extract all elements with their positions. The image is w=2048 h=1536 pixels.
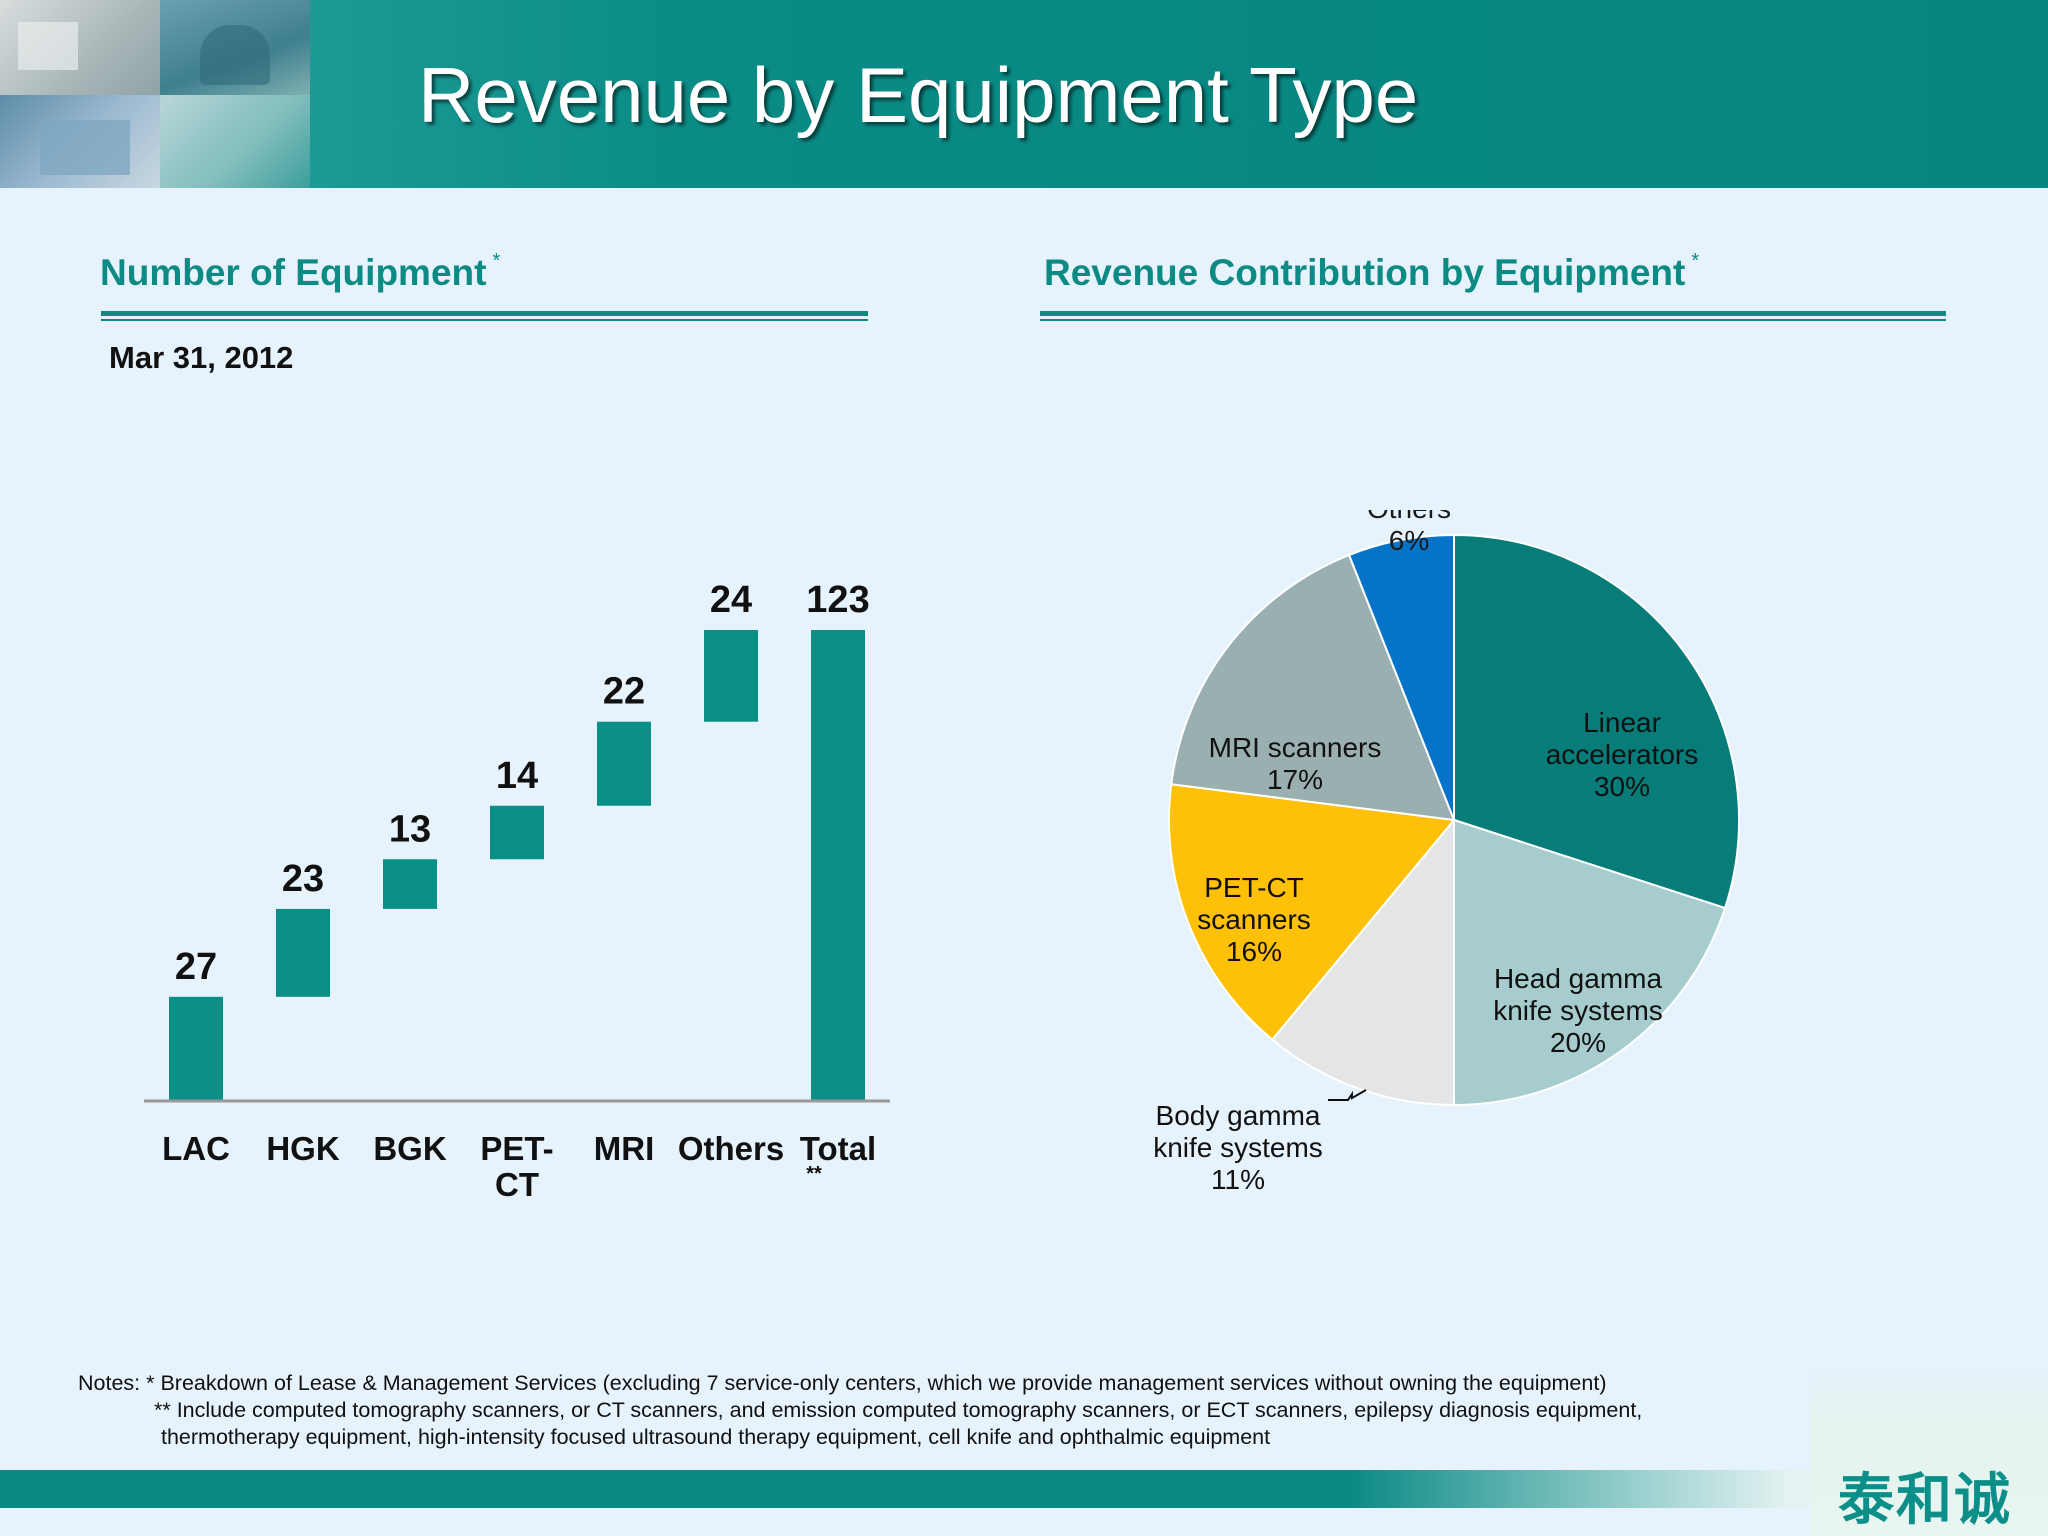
pie-label-line: Others bbox=[1367, 510, 1451, 524]
pie-label-line: 30% bbox=[1594, 771, 1650, 802]
bar-total bbox=[811, 630, 865, 1100]
pie-label-line: Head gamma bbox=[1494, 963, 1663, 994]
pie-label-line: scanners bbox=[1197, 904, 1311, 935]
category-label: CT bbox=[495, 1166, 539, 1203]
category-label: BGK bbox=[373, 1130, 447, 1167]
bar-value-label: 123 bbox=[806, 579, 869, 621]
revenue-contribution-heading-text: Revenue Contribution by Equipment bbox=[1044, 252, 1686, 293]
bar-mri bbox=[597, 721, 651, 806]
heading-footnote-mark: * bbox=[492, 250, 501, 272]
equipment-waterfall-chart: 27 LAC 23 HGK 13 BGK 14 PET-CT 22 MRI 24 Others 123 T… bbox=[144, 579, 890, 1203]
pie-label-line: Body gamma bbox=[1156, 1100, 1321, 1131]
pie-label-line: 6% bbox=[1389, 525, 1429, 556]
pie-label-line: Linear bbox=[1583, 707, 1661, 738]
as-of-date: Mar 31, 2012 bbox=[109, 340, 294, 375]
category-label: HGK bbox=[266, 1130, 340, 1167]
bar-value-label: 23 bbox=[282, 858, 324, 900]
pie-label-line: MRI scanners bbox=[1209, 732, 1382, 763]
pie-label-line: 20% bbox=[1550, 1027, 1606, 1058]
revenue-contribution-heading: Revenue Contribution by Equipment * bbox=[1044, 250, 1699, 294]
header-bar bbox=[0, 0, 2048, 188]
right-heading-rule-thin bbox=[1040, 319, 1946, 321]
pie-slice bbox=[1170, 553, 1456, 822]
heading-footnote-mark: * bbox=[1691, 250, 1700, 272]
category-label: Others bbox=[678, 1130, 784, 1167]
bar-petct bbox=[490, 805, 544, 860]
footnote-2: ** Include computed tomography scanners,… bbox=[154, 1398, 1643, 1422]
footnotes: Notes: * Breakdown of Lease & Management… bbox=[78, 1370, 1642, 1451]
header-photo bbox=[0, 0, 310, 188]
bar-value-label: 24 bbox=[710, 579, 752, 621]
pie-slice-label: Others6% bbox=[1367, 510, 1451, 556]
category-label: MRI bbox=[594, 1130, 655, 1167]
left-heading-rule-thin bbox=[101, 319, 868, 321]
equipment-count-heading: Number of Equipment * bbox=[100, 250, 500, 294]
bar-value-label: 14 bbox=[496, 755, 538, 797]
bar-lac bbox=[169, 996, 223, 1100]
pie-label-line: 17% bbox=[1267, 764, 1323, 795]
page-title: Revenue by Equipment Type bbox=[418, 51, 1419, 139]
category-footnote-mark: ** bbox=[806, 1163, 822, 1185]
bar-hgk bbox=[276, 908, 330, 997]
pie-slice bbox=[1347, 533, 1455, 821]
footnote-1: Notes: * Breakdown of Lease & Management… bbox=[78, 1371, 1607, 1395]
leader-line bbox=[1328, 1089, 1367, 1101]
category-label: LAC bbox=[162, 1130, 230, 1167]
footnote-3: thermotherapy equipment, high-intensity … bbox=[161, 1425, 1271, 1449]
bar-bgk bbox=[383, 859, 437, 909]
bar-others bbox=[704, 630, 758, 722]
equipment-count-heading-text: Number of Equipment bbox=[100, 252, 487, 293]
pie-label-line: PET-CT bbox=[1204, 872, 1304, 903]
footer-bar bbox=[0, 1470, 2048, 1508]
pie-label-line: 11% bbox=[1211, 1164, 1265, 1195]
left-heading-rule bbox=[101, 311, 868, 316]
pie-slice bbox=[1453, 818, 1727, 1107]
bar-value-label: 27 bbox=[175, 946, 217, 988]
bar-value-label: 22 bbox=[603, 671, 645, 713]
company-logo: 泰和诚 bbox=[1838, 1468, 2012, 1533]
pie-label-line: knife systems bbox=[1153, 1132, 1323, 1163]
pie-label-line: 16% bbox=[1226, 936, 1282, 967]
bar-value-label: 13 bbox=[389, 808, 431, 850]
pie-slice bbox=[1168, 783, 1456, 1042]
right-heading-rule bbox=[1040, 311, 1946, 316]
pie-label-line: accelerators bbox=[1546, 739, 1699, 770]
footer-logo-panel bbox=[1810, 1368, 2048, 1536]
category-label: Total bbox=[800, 1130, 876, 1167]
pie-label-line: knife systems bbox=[1493, 995, 1663, 1026]
category-label: PET- bbox=[480, 1130, 553, 1167]
pie-slice bbox=[1453, 533, 1740, 910]
pie-slice bbox=[1270, 817, 1455, 1107]
